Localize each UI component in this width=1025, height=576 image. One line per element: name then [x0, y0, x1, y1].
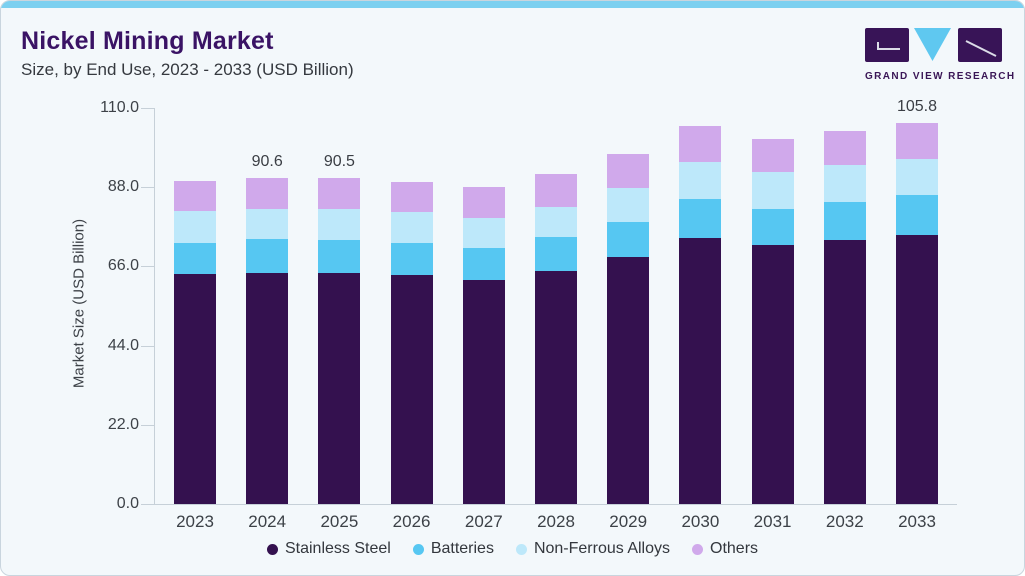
x-tick-label-2030: 2030: [681, 512, 720, 531]
x-axis-line: [141, 504, 957, 505]
y-tick-label: 88.0: [107, 178, 139, 196]
bar-segment-batteries-2030: [679, 199, 722, 239]
bar-segment-others-2032: [823, 130, 866, 166]
x-tick-label-2028: 2028: [537, 512, 575, 531]
legend-dot-icon: [412, 543, 424, 555]
bar-segment-non-ferrous-alloys-2030: [679, 162, 722, 200]
y-tick-mark: [141, 108, 154, 109]
accent-strip: [1, 1, 1024, 8]
x-tick-label-2026: 2026: [392, 512, 431, 531]
bar-segment-stainless-steel-2033: [896, 235, 938, 504]
bar-segment-others-2023: [174, 181, 216, 212]
page-subtitle: Size, by End Use, 2023 - 2033 (USD Billi…: [21, 60, 354, 79]
bar-segment-batteries-2028: [535, 237, 577, 272]
bar-segment-non-ferrous-alloys-2031: [751, 172, 794, 210]
bar-segment-others-2025: [318, 178, 361, 210]
x-tick-label-2023: 2023: [176, 512, 214, 531]
y-tick-label: 22.0: [107, 415, 139, 433]
legend-dot-icon: [515, 543, 527, 555]
brand-name: GRAND VIEW RESEARCH: [865, 71, 1016, 82]
x-tick-label-2025: 2025: [320, 512, 359, 531]
bar-segment-non-ferrous-alloys-2032: [823, 165, 866, 202]
legend-label: Batteries: [430, 540, 494, 557]
bar-segment-batteries-2026: [390, 243, 433, 276]
bar-segment-others-2029: [607, 154, 650, 188]
legend-label: Stainless Steel: [284, 540, 391, 557]
y-tick-mark: [141, 266, 154, 268]
bar-segment-others-2033: [896, 123, 938, 159]
bar-segment-non-ferrous-alloys-2026: [390, 212, 433, 244]
bar-segment-non-ferrous-alloys-2029: [607, 187, 650, 222]
bar-segment-batteries-2031: [751, 209, 794, 246]
y-tick-mark: [141, 504, 154, 505]
bar-segment-batteries-2032: [823, 201, 866, 241]
grand-view-research-logo-icon: [865, 28, 1002, 62]
y-tick-label: 44.0: [107, 336, 139, 354]
bar-segment-others-2028: [535, 173, 577, 207]
chart-header: Nickel Mining Market Size, by End Use, 2…: [21, 28, 354, 80]
y-tick-label: 66.0: [107, 257, 139, 275]
x-tick-label-2024: 2024: [248, 512, 287, 531]
bar-value-label-2033: 105.8: [896, 98, 938, 116]
bar-segment-stainless-steel-2023: [174, 274, 216, 504]
bar-segment-batteries-2024: [246, 239, 289, 274]
x-tick-label-2029: 2029: [609, 512, 648, 531]
bar-segment-stainless-steel-2029: [607, 256, 650, 504]
page-title: Nickel Mining Market: [21, 27, 274, 55]
bar-segment-batteries-2033: [896, 195, 938, 236]
bar-segment-stainless-steel-2026: [390, 275, 433, 504]
bar-value-label-2024: 90.6: [251, 152, 283, 170]
x-tick-label-2033: 2033: [898, 512, 936, 531]
y-tick-mark: [141, 424, 154, 426]
bar-segment-others-2030: [679, 125, 722, 163]
y-tick-mark: [141, 345, 154, 347]
y-tick-mark: [141, 187, 154, 189]
bar-segment-non-ferrous-alloys-2028: [535, 207, 577, 238]
bar-segment-batteries-2029: [607, 221, 650, 257]
bar-segment-stainless-steel-2024: [246, 273, 289, 504]
x-tick-label-2027: 2027: [464, 512, 503, 531]
legend-item-non-ferrous-alloys: Non-Ferrous Alloys: [515, 540, 670, 558]
bar-segment-stainless-steel-2028: [535, 271, 577, 504]
bar-segment-batteries-2027: [462, 248, 505, 281]
bar-segment-stainless-steel-2032: [823, 240, 866, 504]
bar-segment-stainless-steel-2030: [679, 238, 722, 504]
bar-segment-others-2024: [246, 177, 289, 209]
bar-segment-stainless-steel-2025: [318, 273, 361, 504]
legend-dot-icon: [692, 543, 703, 555]
legend-label: Non-Ferrous Alloys: [533, 540, 670, 557]
y-tick-label: 110.0: [100, 99, 139, 116]
bar-value-label-2025: 90.5: [323, 153, 355, 171]
x-tick-label-2032: 2032: [825, 512, 864, 531]
y-axis-title: Market Size (USD Billion): [70, 218, 88, 389]
bar-segment-others-2031: [751, 138, 794, 173]
bar-segment-stainless-steel-2031: [751, 245, 794, 504]
bar-segment-others-2027: [462, 187, 505, 219]
bar-segment-non-ferrous-alloys-2025: [318, 209, 361, 241]
y-axis-line: [154, 108, 155, 504]
bar-segment-non-ferrous-alloys-2023: [174, 211, 216, 244]
bar-segment-non-ferrous-alloys-2033: [896, 158, 938, 196]
x-tick-label-2031: 2031: [753, 512, 792, 531]
bar-segment-non-ferrous-alloys-2027: [462, 218, 505, 249]
brand-logo: GRAND VIEW RESEARCH: [865, 28, 1016, 82]
y-tick-label: 0.0: [116, 495, 139, 512]
legend-item-batteries: Batteries: [412, 540, 494, 558]
bar-segment-batteries-2025: [318, 240, 361, 274]
legend-dot-icon: [266, 543, 278, 555]
bar-segment-stainless-steel-2027: [462, 280, 505, 504]
bar-segment-batteries-2023: [174, 243, 216, 275]
legend-label: Others: [710, 540, 759, 557]
bar-segment-others-2026: [390, 182, 433, 213]
legend-item-stainless-steel: Stainless Steel: [266, 540, 391, 558]
legend-item-others: Others: [692, 540, 758, 558]
bar-segment-non-ferrous-alloys-2024: [246, 208, 289, 240]
chart-legend: Stainless Steel Batteries Non-Ferrous Allo…: [1, 540, 1024, 558]
